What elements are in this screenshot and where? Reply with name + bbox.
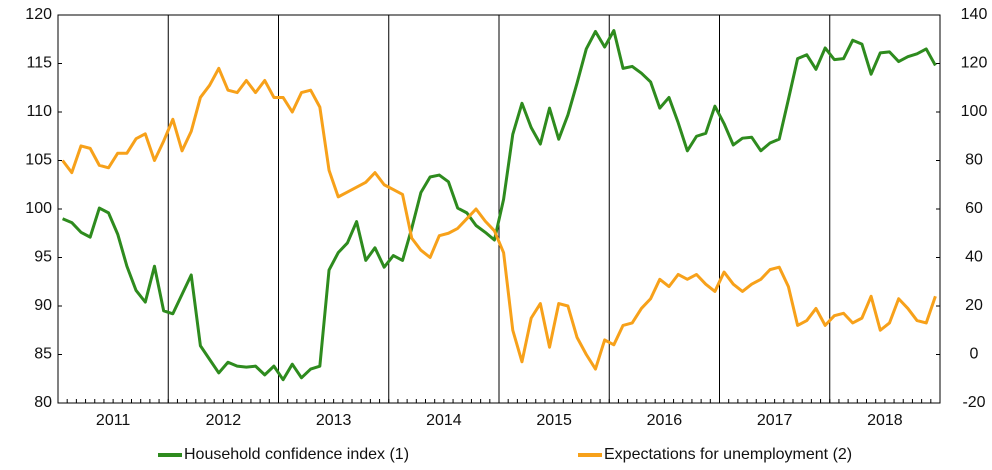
y2-tick-label: 20 bbox=[965, 297, 983, 314]
x-tick-label: 2011 bbox=[96, 412, 131, 429]
y-tick-label: 90 bbox=[34, 297, 52, 314]
y2-tick-label: 100 bbox=[961, 103, 988, 120]
y2-tick-label: 40 bbox=[965, 249, 983, 266]
y-tick-label: 85 bbox=[34, 346, 52, 363]
legend-label: Expectations for unemployment (2) bbox=[604, 446, 852, 463]
y-tick-label: 120 bbox=[25, 6, 52, 23]
y-tick-label: 105 bbox=[25, 152, 52, 169]
y-tick-label: 100 bbox=[25, 200, 52, 217]
x-tick-label: 2018 bbox=[867, 412, 903, 429]
x-tick-label: 2017 bbox=[757, 412, 793, 429]
y2-tick-label: -20 bbox=[962, 394, 985, 411]
y2-tick-label: 120 bbox=[961, 55, 988, 72]
y-tick-label: 80 bbox=[34, 394, 52, 411]
series-line bbox=[61, 66, 937, 371]
legend-label: Household confidence index (1) bbox=[184, 446, 409, 463]
y2-tick-label: 60 bbox=[965, 200, 983, 217]
series-line bbox=[62, 29, 937, 382]
y2-tick-label: 0 bbox=[970, 346, 979, 363]
y-tick-label: 115 bbox=[26, 55, 52, 72]
x-tick-label: 2014 bbox=[426, 412, 462, 429]
y2-tick-label: 80 bbox=[965, 152, 983, 169]
x-tick-label: 2012 bbox=[206, 412, 242, 429]
x-tick-label: 2015 bbox=[536, 412, 572, 429]
x-tick-label: 2013 bbox=[316, 412, 352, 429]
y2-tick-label: 140 bbox=[961, 6, 988, 23]
x-tick-label: 2016 bbox=[647, 412, 683, 429]
y-tick-label: 110 bbox=[26, 103, 52, 120]
y-tick-label: 95 bbox=[34, 249, 52, 266]
